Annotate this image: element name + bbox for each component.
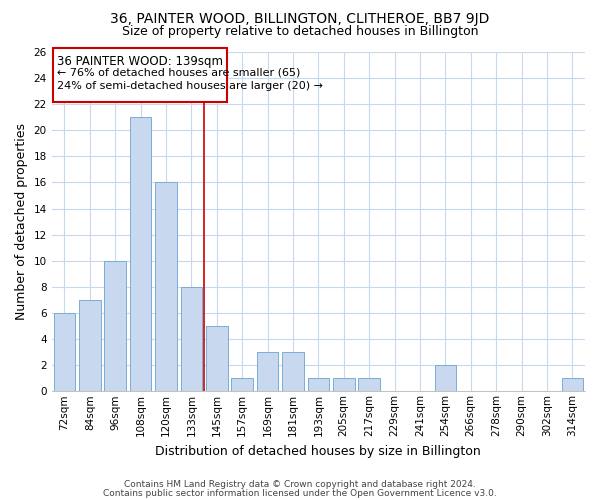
Bar bbox=[232, 378, 253, 392]
Bar bbox=[282, 352, 304, 392]
Text: 36, PAINTER WOOD, BILLINGTON, CLITHEROE, BB7 9JD: 36, PAINTER WOOD, BILLINGTON, CLITHEROE,… bbox=[110, 12, 490, 26]
Text: ← 76% of detached houses are smaller (65): ← 76% of detached houses are smaller (65… bbox=[57, 68, 300, 78]
Bar bbox=[257, 352, 278, 392]
Bar bbox=[53, 313, 75, 392]
Bar bbox=[308, 378, 329, 392]
Bar bbox=[130, 117, 151, 392]
Bar bbox=[434, 365, 456, 392]
X-axis label: Distribution of detached houses by size in Billington: Distribution of detached houses by size … bbox=[155, 444, 481, 458]
Text: Contains HM Land Registry data © Crown copyright and database right 2024.: Contains HM Land Registry data © Crown c… bbox=[124, 480, 476, 489]
Bar bbox=[53, 48, 227, 102]
Bar bbox=[79, 300, 101, 392]
Text: 24% of semi-detached houses are larger (20) →: 24% of semi-detached houses are larger (… bbox=[57, 80, 323, 90]
Bar bbox=[206, 326, 227, 392]
Text: Size of property relative to detached houses in Billington: Size of property relative to detached ho… bbox=[122, 25, 478, 38]
Bar bbox=[333, 378, 355, 392]
Text: Contains public sector information licensed under the Open Government Licence v3: Contains public sector information licen… bbox=[103, 488, 497, 498]
Bar bbox=[562, 378, 583, 392]
Bar bbox=[155, 182, 177, 392]
Bar bbox=[104, 261, 126, 392]
Y-axis label: Number of detached properties: Number of detached properties bbox=[15, 123, 28, 320]
Bar bbox=[181, 287, 202, 392]
Text: 36 PAINTER WOOD: 139sqm: 36 PAINTER WOOD: 139sqm bbox=[57, 54, 223, 68]
Bar bbox=[358, 378, 380, 392]
